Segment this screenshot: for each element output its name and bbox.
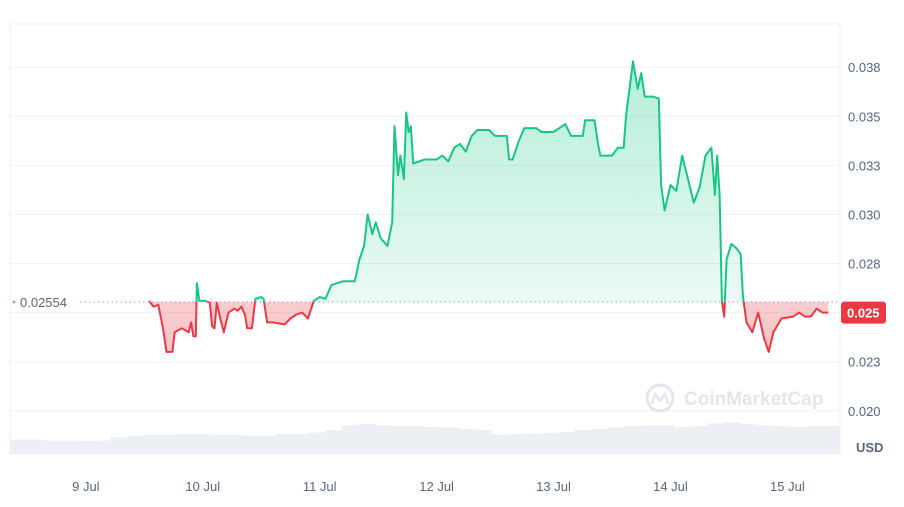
volume-bar [308,432,326,454]
volume-bar [591,429,608,454]
y-tick-label: 0.038 [848,60,881,75]
volume-bar [259,435,276,454]
x-tick-label: 14 Jul [653,479,688,494]
volume-bar [176,433,193,454]
x-tick-label: 13 Jul [536,479,571,494]
volume-bar [242,435,260,454]
volume-bar [109,437,127,454]
volume-bar [358,424,376,454]
current-price-badge: 0.025 [841,301,886,324]
volume-bar [10,439,27,454]
volume-bar [408,426,426,454]
volume-bar [541,432,559,454]
y-tick-label: 0.030 [848,207,881,222]
volume-bar [209,434,227,454]
volume-bar [707,423,725,454]
price-line-down [148,302,829,353]
volume-bar [292,433,310,454]
volume-bar [823,426,841,454]
coinmarketcap-logo-icon [645,383,675,413]
volume-bar [757,425,774,454]
volume-bar [93,440,110,454]
volume-bar [375,425,393,454]
currency-unit-label: USD [856,440,883,455]
x-tick-label: 10 Jul [185,479,220,494]
volume-bar [640,425,658,454]
y-tick-label: 0.033 [848,158,881,173]
volume-bar [142,434,160,454]
price-line-up [148,60,745,303]
volume-bar [657,425,675,454]
volume-bar [474,430,492,454]
volume-bar [458,429,476,454]
x-axis-ticks: 9 Jul 10 Jul 11 Jul 12 Jul 13 Jul 14 Jul 15 Ju… [72,479,805,494]
volume-bar [790,427,808,454]
volume-bar [773,426,791,454]
volume-bar [674,427,691,454]
watermark: CoinMarketCap [645,383,823,413]
volume-bar [76,441,94,454]
volume-bar [126,435,144,454]
volume-bars [10,422,841,454]
x-tick-label: 11 Jul [303,479,337,494]
volume-bar [225,434,243,454]
reference-price-label: 0.02554 [12,295,67,310]
volume-bar [690,426,708,454]
volume-bar [275,433,293,454]
volume-bar [508,433,525,454]
y-axis-ticks: 0.038 0.035 0.033 0.030 0.028 0.025 0.023 0.020 [848,60,881,419]
reference-dot-icon [12,300,16,304]
watermark-text: CoinMarketCap [684,389,823,410]
volume-bar [574,430,592,454]
volume-bar [491,434,509,454]
volume-bar [624,426,642,454]
x-tick-label: 9 Jul [72,479,100,494]
volume-bar [26,439,44,454]
coinmarketcap-logo-mark-icon [650,392,670,405]
x-tick-label: 15 Jul [770,479,805,494]
current-price-badge-bg [841,301,886,324]
volume-bar [607,427,625,454]
volume-bar [441,427,459,454]
volume-bar [192,433,210,454]
volume-bar [325,430,343,454]
volume-bar [59,440,77,454]
volume-bar [723,422,741,454]
volume-bar [557,431,575,454]
volume-bar [43,440,61,454]
volume-bar [342,425,359,454]
current-price-text: 0.025 [847,306,880,321]
volume-bar [159,434,177,454]
x-tick-label: 12 Jul [419,479,454,494]
price-areas [149,61,829,352]
y-tick-label: 0.028 [848,257,881,272]
volume-bar [740,424,758,454]
price-lines [148,60,829,353]
y-tick-label: 0.020 [848,404,881,419]
volume-bar [391,426,409,454]
y-tick-label: 0.035 [848,109,881,124]
volume-bar [524,433,542,454]
volume-bar [806,426,824,454]
reference-price-text: 0.02554 [20,295,67,310]
volume-bar [425,427,442,454]
y-tick-label: 0.023 [848,355,881,370]
